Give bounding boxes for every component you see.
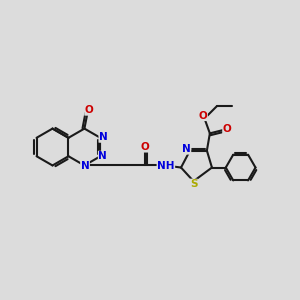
Text: N: N [81,161,89,171]
Text: O: O [199,110,207,121]
Text: N: N [99,132,108,142]
Text: O: O [85,105,94,115]
Text: S: S [190,179,197,189]
Text: N: N [182,144,191,154]
Text: N: N [98,151,107,161]
Text: O: O [141,142,149,152]
Text: O: O [223,124,232,134]
Text: NH: NH [157,161,175,171]
